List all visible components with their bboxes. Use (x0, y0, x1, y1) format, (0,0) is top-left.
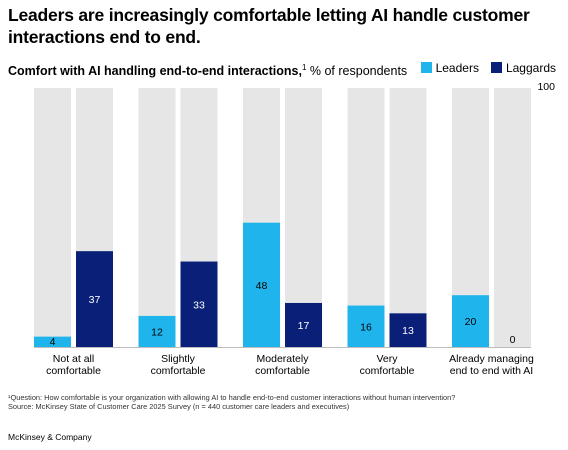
data-label: 13 (402, 325, 414, 337)
data-label: 0 (510, 334, 516, 346)
subtitle-bold: Comfort with AI handling end-to-end inte… (8, 64, 302, 79)
chart-subtitle: Comfort with AI handling end-to-end inte… (8, 60, 407, 79)
brand-name: McKinsey & Company (8, 432, 92, 442)
y-max-label: 100 (537, 81, 555, 93)
legend-label-laggards: Laggards (505, 61, 556, 75)
category-label: end to end with AI (450, 365, 533, 377)
category-label: Not at all (53, 353, 94, 365)
footnote: ¹Question: How comfortable is your organ… (8, 393, 563, 411)
bar-track (494, 88, 531, 347)
bar-track (138, 88, 176, 347)
bar-leaders (34, 336, 71, 347)
subtitle-unit: % of respondents (306, 64, 408, 79)
footnote-source: Source: McKinsey State of Customer Care … (8, 402, 350, 411)
bar-laggards (76, 251, 113, 347)
data-label: 48 (256, 280, 268, 292)
chart-legend: Leaders Laggards (415, 60, 556, 76)
data-label: 37 (89, 294, 101, 306)
bar-laggards (285, 302, 322, 347)
data-label: 4 (50, 336, 56, 348)
category-label: Very (376, 353, 398, 365)
category-label: Already managing (449, 353, 534, 365)
legend-item-laggards: Laggards (490, 60, 556, 76)
bar-leaders (243, 222, 280, 347)
chart-headline: Leaders are increasingly comfortable let… (8, 5, 530, 47)
category-label: Moderately (257, 353, 310, 365)
data-label: 12 (151, 326, 163, 338)
bar-track (389, 88, 427, 347)
legend-label-leaders: Leaders (435, 61, 479, 75)
footnote-question: ¹Question: How comfortable is your organ… (8, 393, 456, 402)
legend-item-leaders: Leaders (420, 60, 479, 76)
data-label: 17 (298, 320, 310, 332)
bar-laggards (389, 313, 427, 347)
bar-track (34, 88, 71, 347)
legend-swatch-laggards (490, 62, 502, 73)
category-label: comfortable (255, 365, 310, 377)
data-label: 16 (360, 321, 372, 333)
legend-swatch-leaders (420, 62, 432, 73)
bar-laggards (180, 261, 218, 347)
bar-leaders (138, 315, 176, 347)
data-label: 20 (465, 316, 477, 328)
category-label: comfortable (46, 365, 101, 377)
category-label: comfortable (360, 365, 415, 377)
category-label: comfortable (151, 365, 206, 377)
bar-leaders (452, 295, 489, 347)
bar-leaders (347, 305, 385, 347)
data-label: 33 (193, 299, 205, 311)
footnote-marker: 1 (301, 63, 307, 72)
bar-track (347, 88, 385, 347)
category-label: Slightly (161, 353, 196, 365)
